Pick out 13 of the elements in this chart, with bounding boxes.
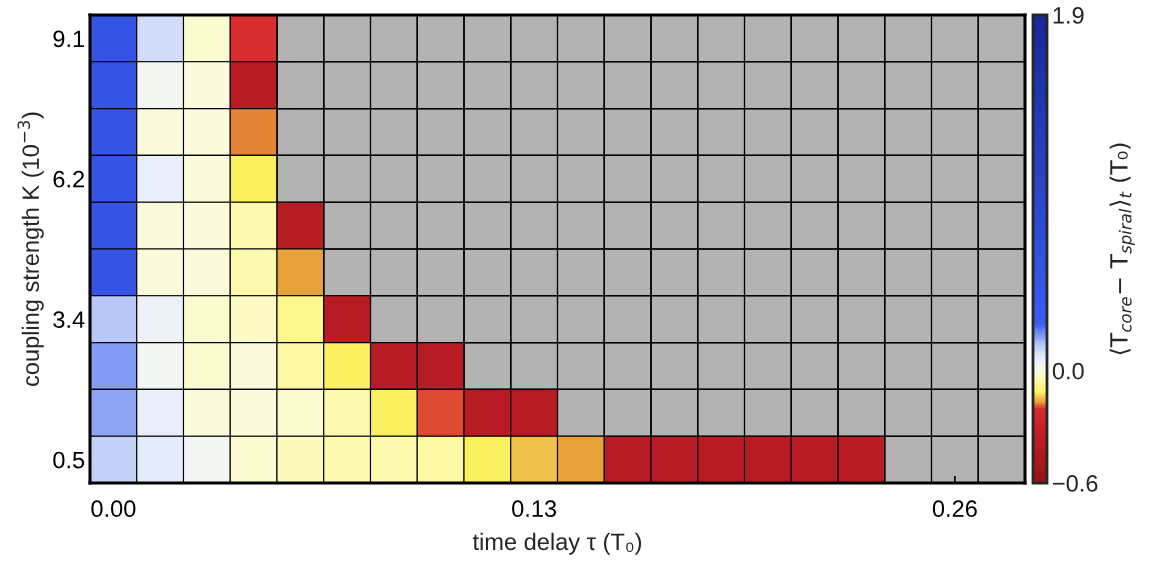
y-tick-label: 3.4 (53, 311, 85, 328)
x-tick-label: 0.00 (91, 500, 136, 518)
color-bar-label: 0.0 (1052, 362, 1084, 380)
color-bar-label: 1.9 (1053, 7, 1084, 24)
color-bar-label: −0.6 (1053, 475, 1098, 492)
y-tick-label: 0.5 (53, 451, 85, 469)
y-axis-title: coupling strength K (10$^{−3}$) (17, 112, 44, 386)
color-bar-title: ⟨T$_{core}$− T$_{spiral}$⟩$_{t}$ (T₀) (1109, 143, 1135, 355)
y-tick-label: 6.2 (53, 170, 84, 188)
x-tick-label: 0.13 (512, 500, 557, 518)
y-tick-label: 9.1 (53, 30, 84, 48)
x-axis-title: time delay τ (T₀) (472, 532, 642, 555)
x-tick-label: 0.26 (932, 500, 977, 518)
